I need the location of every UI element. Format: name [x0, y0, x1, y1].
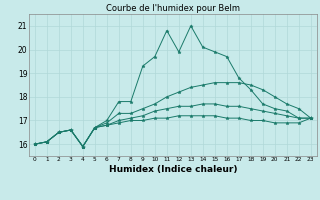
Title: Courbe de l'humidex pour Belm: Courbe de l'humidex pour Belm: [106, 4, 240, 13]
X-axis label: Humidex (Indice chaleur): Humidex (Indice chaleur): [108, 165, 237, 174]
